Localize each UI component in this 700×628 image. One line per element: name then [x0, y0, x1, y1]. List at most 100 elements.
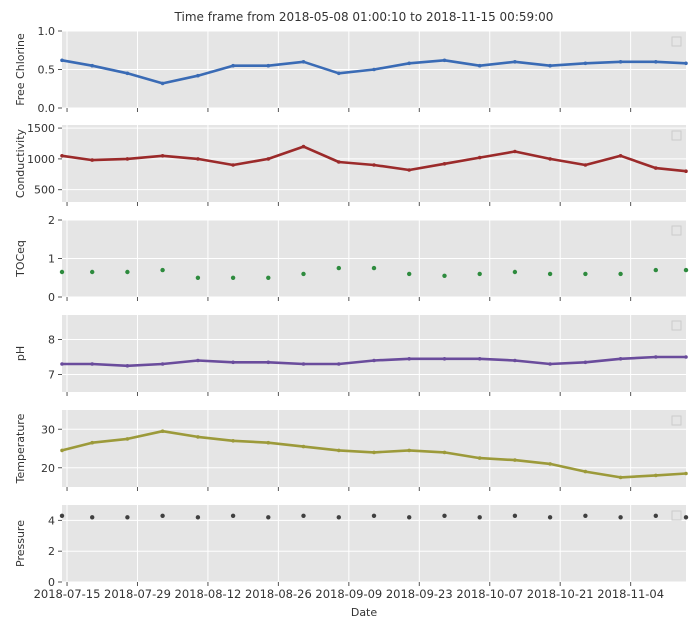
data-point	[337, 71, 341, 76]
data-point	[60, 58, 64, 63]
legend-box	[671, 510, 682, 521]
data-point	[583, 271, 588, 277]
data-point	[90, 515, 95, 520]
data-point	[407, 448, 412, 453]
data-point	[125, 437, 130, 441]
data-point	[336, 265, 341, 271]
data-point	[477, 515, 482, 520]
data-point	[407, 168, 412, 172]
data-point	[196, 73, 200, 78]
y-axis-label: Conductivity	[14, 128, 27, 198]
plot-area	[62, 315, 686, 392]
data-point	[442, 273, 447, 278]
data-point	[60, 154, 64, 158]
data-point	[371, 265, 377, 271]
data-point	[583, 61, 588, 66]
data-point	[372, 67, 376, 72]
y-tick-label: 1000	[27, 153, 55, 166]
data-point	[230, 275, 236, 280]
data-point	[513, 149, 517, 154]
x-tick-label: 2018-07-29	[104, 587, 171, 601]
x-tick-label: 2018-10-21	[527, 587, 594, 601]
data-point	[337, 160, 341, 164]
data-point	[477, 456, 482, 460]
legend-box	[671, 320, 682, 331]
legend-box	[671, 130, 682, 141]
data-point	[654, 355, 658, 359]
data-point	[196, 157, 200, 161]
legend-box	[671, 225, 682, 236]
data-point	[160, 429, 165, 434]
data-point	[477, 271, 482, 277]
data-point	[513, 458, 517, 462]
data-point	[231, 360, 235, 365]
data-point	[684, 169, 688, 173]
data-point	[653, 267, 658, 273]
data-point	[513, 60, 517, 64]
data-point	[59, 513, 65, 518]
data-point	[684, 61, 688, 66]
y-axis-label: pH	[14, 346, 27, 361]
data-point	[231, 163, 235, 167]
data-point	[125, 364, 130, 368]
data-point	[301, 444, 306, 449]
y-tick-label: 20	[41, 462, 55, 475]
y-tick-label: 1500	[27, 122, 55, 135]
data-point	[266, 440, 271, 445]
data-point	[618, 475, 623, 480]
data-point	[196, 435, 200, 439]
data-point	[59, 269, 65, 275]
data-point	[583, 163, 588, 167]
x-axis-label: Date	[351, 606, 378, 619]
data-point	[230, 513, 236, 518]
data-point	[125, 157, 130, 161]
x-tick-label: 2018-08-26	[245, 587, 312, 601]
data-point	[160, 362, 165, 366]
data-point	[301, 144, 306, 149]
data-point	[547, 515, 553, 520]
data-point	[618, 154, 623, 158]
x-tick-label: 2018-11-04	[597, 587, 664, 601]
data-point	[372, 358, 376, 363]
y-tick-label: 1	[48, 253, 55, 266]
data-point	[266, 157, 271, 161]
data-point	[125, 269, 130, 275]
x-axis-ticks: 2018-07-15 2018-07-29 2018-08-12 2018-08-26…	[34, 587, 664, 601]
data-point	[512, 269, 518, 275]
figure-title: Time frame from 2018-05-08 01:00:10 to 2…	[174, 10, 554, 24]
y-axis-label: Temperature	[14, 413, 27, 484]
data-point	[653, 513, 658, 518]
data-point	[654, 166, 658, 170]
data-point	[442, 513, 447, 518]
data-point	[266, 275, 271, 280]
data-point	[195, 515, 201, 520]
data-point	[442, 58, 447, 63]
data-point	[90, 362, 94, 366]
data-point	[336, 515, 341, 520]
data-point	[160, 513, 165, 518]
panel-3: 7 8 pH	[14, 315, 688, 396]
data-point	[683, 267, 689, 273]
data-point	[618, 357, 623, 361]
data-point	[266, 63, 271, 68]
data-point	[654, 60, 658, 64]
y-tick-label: 500	[34, 184, 55, 197]
y-tick-label: 0.5	[38, 64, 56, 77]
data-point	[231, 63, 235, 68]
data-point	[618, 271, 623, 277]
data-point	[684, 471, 688, 476]
data-point	[90, 440, 94, 445]
data-point	[337, 362, 341, 366]
data-point	[407, 515, 412, 520]
data-point	[337, 448, 341, 453]
data-point	[583, 469, 588, 474]
panel-5: 0 2 4 Pressure	[14, 505, 689, 589]
panel-4: 20 30 Temperature	[14, 410, 688, 491]
y-tick-label: 4	[48, 514, 55, 527]
data-point	[301, 271, 306, 277]
data-point	[60, 362, 64, 366]
y-tick-label: 7	[48, 369, 55, 382]
data-point	[477, 357, 482, 361]
